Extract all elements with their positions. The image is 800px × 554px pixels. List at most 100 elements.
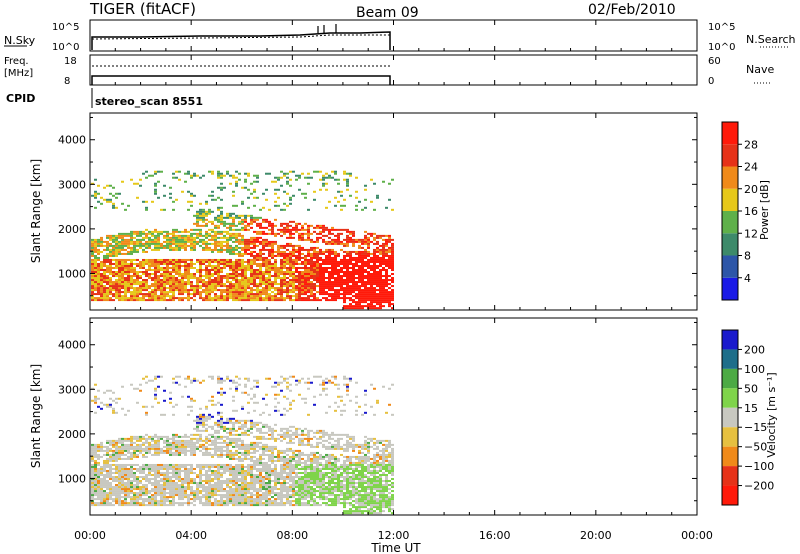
echo-cell xyxy=(124,289,127,292)
echo-cell xyxy=(178,291,181,294)
echo-cell xyxy=(253,216,256,219)
echo-cell xyxy=(232,504,235,507)
freq-right-tick-top: 60 xyxy=(708,56,721,67)
echo-cell xyxy=(316,266,319,269)
echo-cell xyxy=(280,279,283,282)
echo-cell xyxy=(349,291,352,294)
echo-cell xyxy=(121,471,124,474)
echo-cell xyxy=(157,266,160,269)
echo-cell xyxy=(142,405,145,408)
echo-cell xyxy=(316,281,319,284)
echo-cell xyxy=(205,437,208,440)
echo-cell xyxy=(172,447,175,450)
echo-cell xyxy=(217,266,220,269)
echo-cell xyxy=(208,465,211,468)
echo-cell xyxy=(214,216,217,219)
echo-cell xyxy=(145,232,148,235)
echo-cell xyxy=(127,240,130,243)
echo-cell xyxy=(286,226,289,229)
echo-cell xyxy=(220,293,223,296)
echo-cell xyxy=(115,492,118,495)
echo-cell xyxy=(163,492,166,495)
echo-cell xyxy=(163,435,166,438)
echo-cell xyxy=(190,480,193,483)
echo-cell xyxy=(334,258,337,261)
echo-cell xyxy=(196,224,199,227)
echo-cell xyxy=(169,449,172,452)
echo-cell xyxy=(106,492,109,495)
echo-cell xyxy=(163,295,166,298)
echo-cell xyxy=(145,246,148,249)
echo-cell xyxy=(238,480,241,483)
echo-cell xyxy=(169,287,172,290)
echo-cell xyxy=(295,248,298,251)
echo-cell xyxy=(385,297,388,300)
echo-cell xyxy=(91,254,94,257)
echo-cell xyxy=(172,291,175,294)
echo-cell xyxy=(196,437,199,440)
echo-cell xyxy=(199,279,202,282)
echo-cell xyxy=(91,502,94,505)
echo-cell xyxy=(208,476,211,479)
echo-cell xyxy=(262,279,265,282)
echo-cell xyxy=(268,262,271,265)
echo-cell xyxy=(166,439,169,442)
echo-cell xyxy=(253,218,256,221)
echo-cell xyxy=(232,480,235,483)
echo-cell xyxy=(160,285,163,288)
echo-cell xyxy=(118,279,121,282)
echo-cell xyxy=(187,230,190,233)
echo-cell xyxy=(316,260,319,263)
echo-cell xyxy=(346,287,349,290)
echo-cell xyxy=(97,244,100,247)
echo-cell xyxy=(211,266,214,269)
echo-cell xyxy=(352,289,355,292)
echo-cell xyxy=(112,293,115,296)
echo-cell xyxy=(358,285,361,288)
echo-cell xyxy=(211,190,214,193)
echo-cell xyxy=(139,271,142,274)
echo-cell xyxy=(274,279,277,282)
echo-cell xyxy=(202,425,205,428)
echo-cell xyxy=(121,295,124,298)
echo-cell xyxy=(100,447,103,450)
echo-cell xyxy=(334,279,337,282)
echo-cell xyxy=(379,307,382,310)
echo-cell xyxy=(367,232,370,235)
echo-cell xyxy=(265,277,268,280)
echo-cell xyxy=(346,250,349,253)
echo-cell xyxy=(340,260,343,263)
echo-cell xyxy=(286,258,289,261)
echo-cell xyxy=(322,277,325,280)
echo-cell xyxy=(211,488,214,491)
echo-cell xyxy=(118,397,121,400)
echo-cell xyxy=(187,502,190,505)
echo-cell xyxy=(172,176,175,179)
echo-cell xyxy=(226,469,229,472)
echo-cell xyxy=(313,170,316,173)
echo-cell xyxy=(127,409,130,412)
echo-cell xyxy=(193,236,196,239)
echo-cell xyxy=(175,264,178,267)
echo-cell xyxy=(118,271,121,274)
echo-cell xyxy=(94,246,97,249)
echo-cell xyxy=(217,445,220,448)
echo-cell xyxy=(376,246,379,249)
echo-cell xyxy=(298,297,301,300)
echo-cell xyxy=(181,285,184,288)
echo-cell xyxy=(130,484,133,487)
echo-cell xyxy=(286,222,289,225)
echo-cell xyxy=(142,465,145,468)
echo-cell xyxy=(253,463,256,466)
echo-cell xyxy=(343,198,346,201)
echo-cell xyxy=(238,445,241,448)
echo-cell xyxy=(385,289,388,292)
echo-cell xyxy=(244,423,247,426)
echo-cell xyxy=(334,271,337,274)
echo-cell xyxy=(163,478,166,481)
echo-cell xyxy=(127,473,130,477)
echo-cell xyxy=(367,281,370,284)
echo-cell xyxy=(244,172,247,175)
echo-cell xyxy=(124,242,127,245)
echo-cell xyxy=(331,277,334,280)
